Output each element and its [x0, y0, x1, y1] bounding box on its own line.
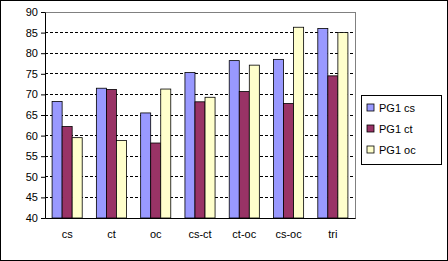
- y-tick-label: 75: [26, 68, 38, 80]
- y-tick: 55: [26, 150, 45, 162]
- legend-label: PG1 ct: [379, 123, 413, 135]
- x-tick: oc: [150, 218, 162, 240]
- bar: [106, 89, 116, 218]
- bar: [52, 101, 62, 218]
- bar: [328, 76, 338, 218]
- y-tick-mark: [41, 218, 45, 219]
- y-tick: 90: [26, 6, 45, 18]
- chart: 4045505560657075808590csctoccs-ctct-occs…: [0, 0, 448, 261]
- y-tick-label: 70: [26, 88, 38, 100]
- bar: [185, 73, 195, 218]
- y-tick-mark: [41, 197, 45, 198]
- chart-border: [1, 1, 448, 261]
- legend-item: PG1 oc: [367, 144, 416, 156]
- bar: [72, 138, 82, 218]
- y-tick-label: 80: [26, 47, 38, 59]
- x-tick-label: tri: [328, 228, 337, 240]
- y-tick-label: 60: [26, 130, 38, 142]
- x-tick: cs-ct: [188, 218, 211, 240]
- y-tick: 50: [26, 171, 45, 183]
- y-tick: 45: [26, 191, 45, 203]
- y-tick-mark: [41, 115, 45, 116]
- y-tick-mark: [41, 136, 45, 137]
- grid: [45, 12, 355, 218]
- y-tick-mark: [41, 12, 45, 13]
- bars: [52, 27, 348, 218]
- bar: [284, 103, 294, 218]
- bar-series: [52, 28, 328, 218]
- plot-frame: [45, 12, 355, 218]
- legend-label: PG1 oc: [379, 144, 416, 156]
- bar: [62, 127, 72, 218]
- y-tick-label: 40: [26, 212, 38, 224]
- bar: [205, 97, 215, 218]
- x-tick-label: oc: [150, 228, 162, 240]
- x-tick: ct-oc: [232, 218, 256, 240]
- x-tick-label: cs-ct: [188, 228, 211, 240]
- legend-swatch: [367, 125, 374, 132]
- x-tick: ct: [107, 218, 116, 240]
- x-tick-label: cs-oc: [275, 228, 302, 240]
- grid-line: [45, 53, 355, 54]
- bar: [229, 61, 239, 218]
- y-tick: 40: [26, 212, 45, 224]
- x-axis-line: [46, 218, 356, 219]
- bar: [318, 28, 328, 218]
- legend-item: PG1 ct: [367, 123, 413, 135]
- bar: [116, 141, 126, 218]
- y-tick-mark: [41, 33, 45, 34]
- x-tick-label: ct-oc: [232, 228, 256, 240]
- y-tick-label: 50: [26, 171, 38, 183]
- y-tick-mark: [41, 177, 45, 178]
- plot: 4045505560657075808590csctoccs-ctct-occs…: [26, 6, 356, 240]
- y-tick: 75: [26, 68, 45, 80]
- y-tick-mark: [41, 53, 45, 54]
- bar: [151, 143, 161, 218]
- x-tick-label: cs: [62, 228, 73, 240]
- grid-line: [45, 94, 355, 95]
- y-tick-label: 90: [26, 6, 38, 18]
- legend: PG1 cs PG1 ct PG1 oc: [362, 96, 442, 165]
- y-tick: 65: [26, 109, 45, 121]
- x-tick: cs-oc: [275, 218, 302, 240]
- bar: [239, 92, 249, 218]
- legend-item: PG1 cs: [367, 102, 416, 114]
- bar: [249, 65, 259, 218]
- grid-line: [45, 32, 355, 33]
- x-tick: tri: [328, 218, 337, 240]
- legend-swatch: [367, 104, 374, 111]
- bar: [338, 33, 348, 218]
- y-tick: 85: [26, 27, 45, 39]
- bar: [294, 27, 304, 218]
- bar: [141, 113, 151, 218]
- bar: [195, 102, 205, 218]
- y-tick: 80: [26, 47, 45, 59]
- grid-line: [45, 73, 355, 74]
- y-tick-mark: [41, 74, 45, 75]
- x-tick-label: ct: [107, 228, 116, 240]
- y-axis-line: [45, 13, 46, 219]
- bar-series: [72, 27, 348, 218]
- bar: [274, 59, 284, 218]
- y-tick-label: 85: [26, 27, 38, 39]
- legend-box: [362, 96, 442, 165]
- y-axis: 40 45 50 55 60 65 70 75 80 85 90: [26, 6, 46, 224]
- y-tick-label: 65: [26, 109, 38, 121]
- legend-label: PG1 cs: [379, 102, 416, 114]
- y-tick: 70: [26, 88, 45, 100]
- legend-swatch: [367, 146, 374, 153]
- bar: [96, 88, 106, 218]
- y-tick-mark: [41, 156, 45, 157]
- x-axis: cs ct oc cs-ct ct-oc cs-oc tri: [46, 218, 356, 240]
- y-tick-label: 45: [26, 191, 38, 203]
- y-tick-label: 55: [26, 150, 38, 162]
- y-tick: 60: [26, 130, 45, 142]
- x-tick: cs: [62, 218, 73, 240]
- bar: [161, 89, 171, 218]
- y-tick-mark: [41, 94, 45, 95]
